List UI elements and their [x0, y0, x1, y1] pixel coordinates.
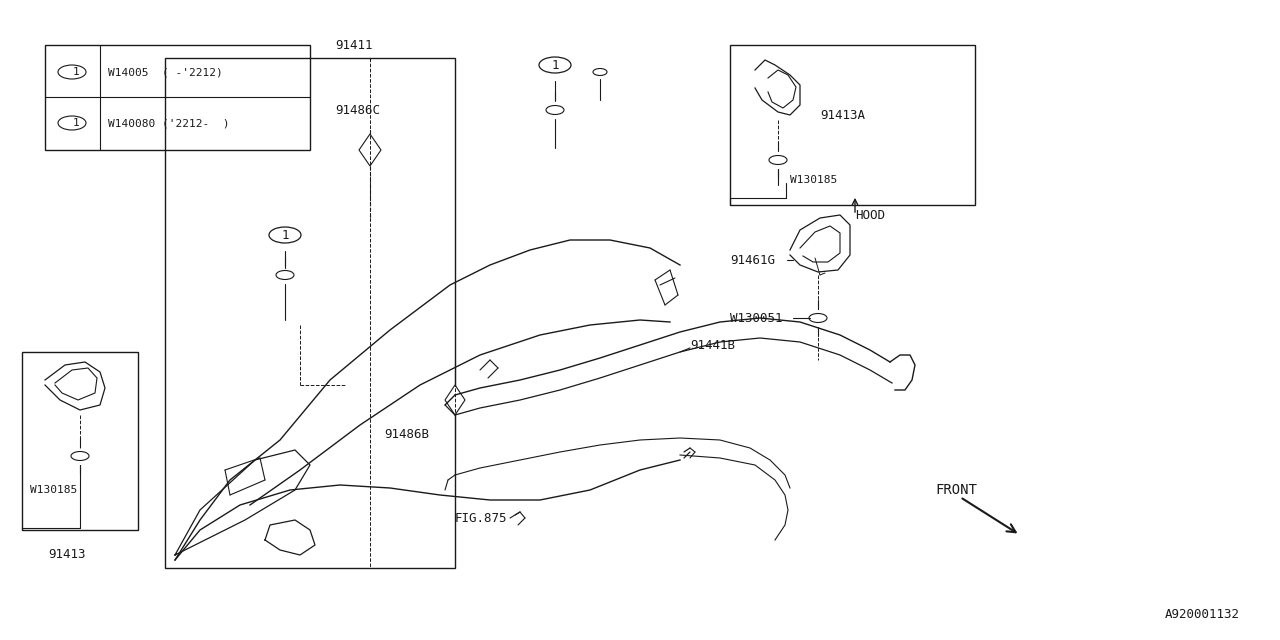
Text: 1: 1 [73, 118, 79, 128]
Text: 91411: 91411 [335, 38, 372, 51]
Bar [45, 45, 310, 150]
Text: 91461G: 91461G [730, 253, 774, 266]
Bar [22, 352, 138, 530]
Text: W140080 ('2212-  ): W140080 ('2212- ) [108, 118, 229, 128]
Text: HOOD: HOOD [855, 209, 884, 221]
Text: A920001132: A920001132 [1165, 609, 1240, 621]
Text: 1: 1 [282, 228, 289, 241]
Polygon shape [358, 134, 381, 166]
Polygon shape [445, 385, 465, 415]
Text: W14005  ( -'2212): W14005 ( -'2212) [108, 67, 223, 77]
Text: FRONT: FRONT [934, 483, 977, 497]
Bar [165, 58, 454, 568]
Text: 91486B: 91486B [384, 429, 429, 442]
Text: 1: 1 [73, 67, 79, 77]
Text: W130051: W130051 [730, 312, 782, 324]
Text: 91413: 91413 [49, 548, 86, 561]
Text: 91441B: 91441B [690, 339, 735, 351]
Text: W130185: W130185 [29, 485, 77, 495]
Text: W130185: W130185 [790, 175, 837, 185]
Text: FIG.875: FIG.875 [454, 511, 507, 525]
Bar [730, 45, 975, 205]
Text: 1: 1 [552, 58, 559, 72]
Text: 91486C: 91486C [335, 104, 380, 116]
Text: 91413A: 91413A [820, 109, 865, 122]
